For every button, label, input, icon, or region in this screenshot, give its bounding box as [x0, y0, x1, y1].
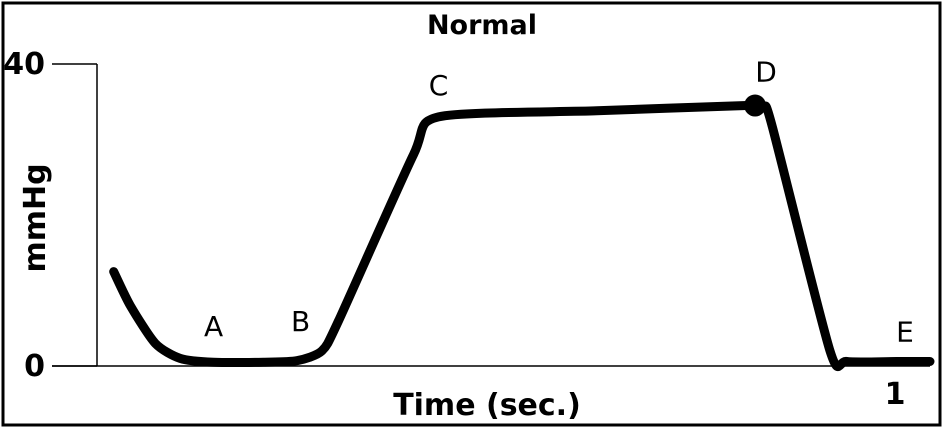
annotation-e: E	[896, 315, 914, 348]
x-ticks: 1	[885, 377, 906, 412]
y-ticks: 0 40	[3, 47, 97, 384]
x-axis-label: Time (sec.)	[393, 388, 581, 423]
annotation-c: C	[429, 69, 449, 102]
annotation-a: A	[204, 310, 223, 343]
markers	[744, 94, 767, 117]
pressure-curve	[109, 100, 935, 371]
y-axis-label: mmHg	[18, 163, 53, 272]
point-marker-d	[744, 94, 767, 117]
y-tick-label: 40	[3, 47, 45, 82]
x-tick-label: 1	[885, 377, 906, 412]
annotation-b: B	[291, 305, 310, 338]
y-tick-label: 0	[24, 349, 45, 384]
annotation-d: D	[755, 56, 777, 89]
chart-title: Normal	[427, 10, 537, 41]
annotations: A B C D E	[204, 56, 914, 349]
